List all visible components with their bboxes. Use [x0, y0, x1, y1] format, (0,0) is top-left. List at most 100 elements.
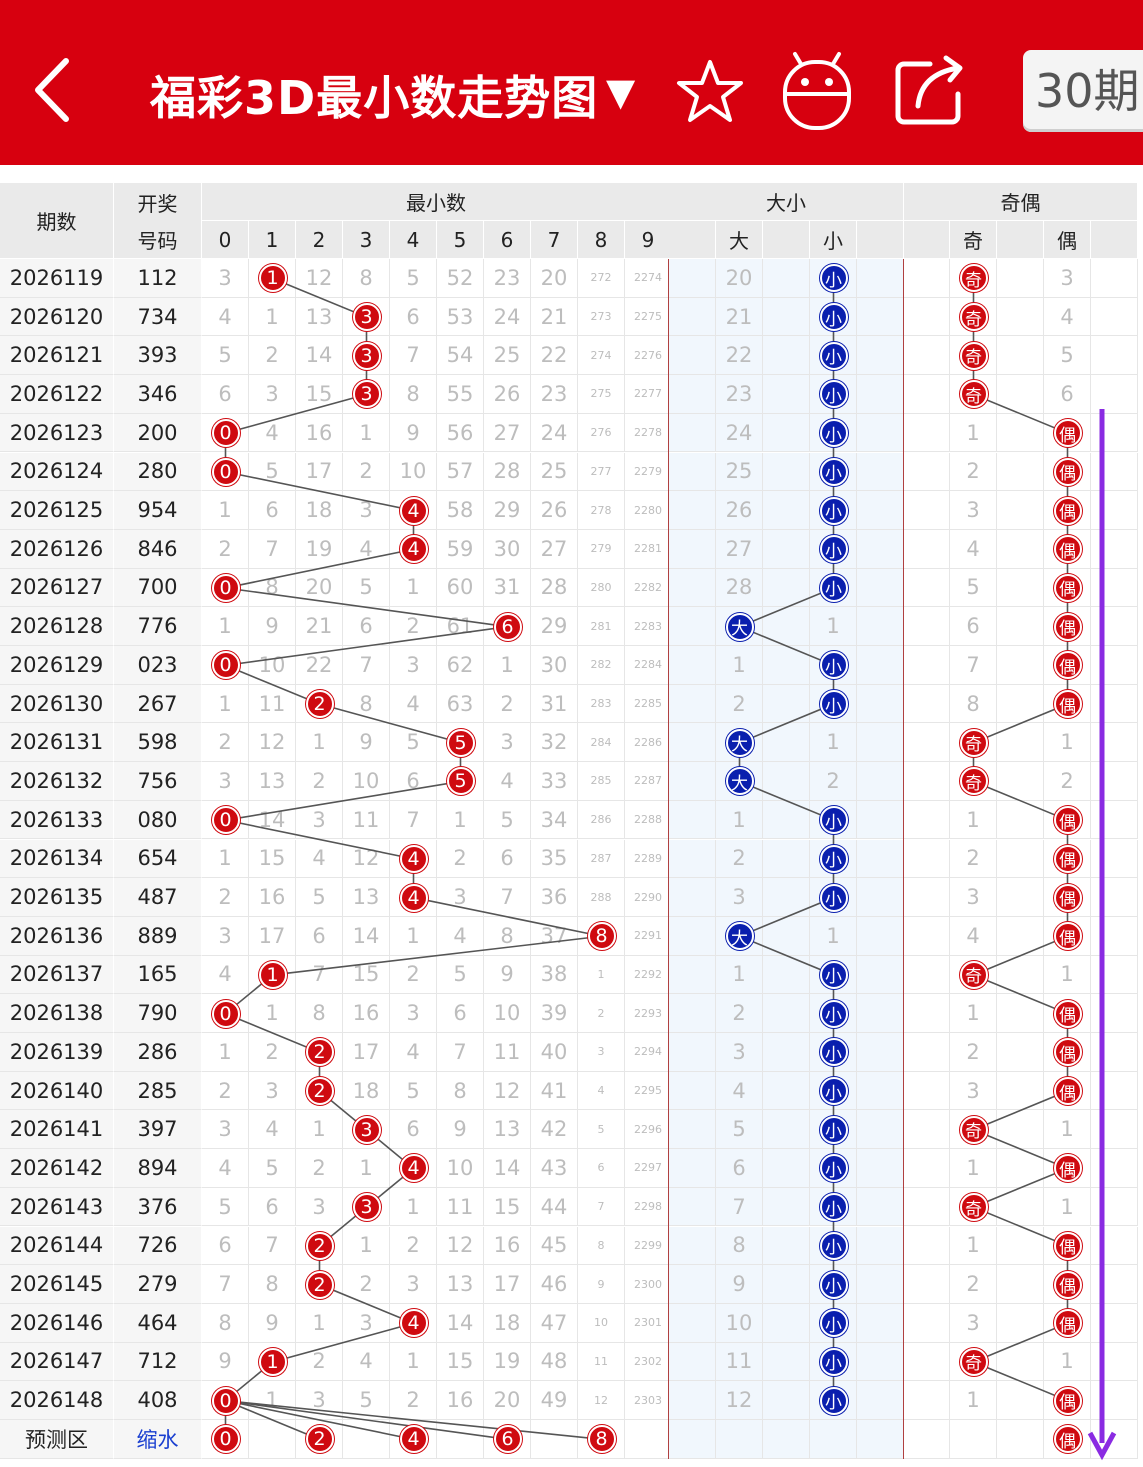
digit-cell: 28 — [484, 452, 531, 492]
predict-parity-cell[interactable] — [904, 1420, 950, 1459]
digit-cell: 28 — [531, 568, 578, 608]
digit-cell: 23 — [484, 259, 531, 298]
size-cell — [857, 452, 904, 492]
even-ball: 偶 — [1053, 806, 1082, 835]
digit-cell: 7 — [343, 646, 390, 685]
size-cell: 2 — [716, 684, 763, 724]
shrink-link[interactable]: 缩水 — [114, 1420, 202, 1459]
row-draw-number: 846 — [114, 529, 202, 569]
digit-cell: 3 — [390, 1265, 437, 1304]
size-cell — [857, 1342, 904, 1382]
small-ball: 小 — [819, 1154, 848, 1183]
digit-cell: 17 — [343, 1033, 390, 1072]
digit-cell: 2 — [390, 1226, 437, 1266]
size-cell — [669, 607, 716, 646]
predict-parity-cell[interactable] — [950, 1420, 997, 1459]
parity-cell — [904, 1303, 950, 1343]
android-robot-icon[interactable] — [777, 50, 857, 132]
predict-parity-cell[interactable] — [997, 1420, 1044, 1459]
predict-size-cell[interactable] — [857, 1420, 904, 1459]
digit-cell: 2 — [390, 607, 437, 646]
digit-cell: 10 — [249, 646, 296, 685]
digit-cell: 1 — [390, 1342, 437, 1382]
digit-cell: 37 — [531, 916, 578, 956]
digit-cell: 22 — [531, 336, 578, 376]
size-cell — [669, 1342, 716, 1382]
digit-cell: 15 — [437, 1342, 484, 1382]
back-arrow-icon[interactable] — [30, 55, 80, 125]
even-ball: 偶 — [1053, 573, 1082, 602]
min-digit-ball: 3 — [352, 1193, 381, 1222]
group-header-min: 最小数 — [202, 183, 671, 221]
predict-size-cell[interactable] — [716, 1420, 763, 1459]
parity-cell — [1091, 259, 1138, 298]
predict-digit-cell[interactable] — [343, 1420, 390, 1459]
parity-cell — [1091, 1226, 1138, 1266]
row-draw-number: 726 — [114, 1226, 202, 1266]
size-cell — [669, 297, 716, 337]
row-period: 2026140 — [0, 1071, 114, 1111]
digit-cell: 2292 — [625, 955, 672, 995]
predict-digit-cell[interactable] — [249, 1420, 296, 1459]
share-icon[interactable] — [890, 50, 970, 132]
digit-cell: 3 — [296, 1381, 343, 1420]
row-draw-number: 889 — [114, 916, 202, 956]
predict-digit-cell[interactable] — [531, 1420, 578, 1459]
predict-digit-cell[interactable] — [578, 1420, 625, 1459]
parity-cell — [997, 800, 1044, 840]
parity-cell — [904, 491, 950, 530]
digit-header-5: 5 — [437, 221, 484, 259]
dropdown-triangle-icon[interactable]: ▼ — [606, 70, 636, 114]
digit-cell: 2 — [249, 336, 296, 376]
parity-cell — [1091, 1071, 1138, 1111]
predict-size-cell[interactable] — [763, 1420, 810, 1459]
min-digit-ball: 0 — [211, 806, 240, 835]
digit-cell: 43 — [531, 1149, 578, 1188]
digit-cell: 7 — [202, 1265, 249, 1304]
predict-parity-cell[interactable] — [1091, 1420, 1138, 1459]
digit-cell: 276 — [578, 413, 625, 453]
digit-cell: 16 — [437, 1381, 484, 1420]
digit-header-9: 9 — [625, 221, 672, 259]
row-period: 2026144 — [0, 1226, 114, 1266]
digit-cell: 1 — [390, 568, 437, 608]
parity-cell — [997, 1226, 1044, 1266]
parity-cell — [1091, 607, 1138, 646]
digit-header-8: 8 — [578, 221, 625, 259]
digit-cell: 4 — [390, 684, 437, 724]
digit-cell: 11 — [437, 1187, 484, 1227]
digit-cell: 14 — [437, 1303, 484, 1343]
size-cell — [857, 1265, 904, 1304]
size-cell — [669, 646, 716, 685]
row-period: 2026145 — [0, 1265, 114, 1304]
size-cell — [857, 1149, 904, 1188]
size-cell: 4 — [716, 1071, 763, 1111]
parity-cell — [1091, 878, 1138, 917]
size-cell — [669, 723, 716, 763]
digit-cell: 13 — [437, 1265, 484, 1304]
digit-cell: 49 — [531, 1381, 578, 1420]
size-cell: 2 — [716, 839, 763, 879]
row-period: 2026130 — [0, 684, 114, 724]
digit-cell: 12 — [484, 1071, 531, 1111]
size-cell — [763, 1342, 810, 1382]
size-cell — [669, 684, 716, 724]
digit-cell: 1 — [343, 1226, 390, 1266]
parity-cell — [904, 297, 950, 337]
digit-cell: 14 — [343, 916, 390, 956]
predict-digit-cell[interactable] — [625, 1420, 672, 1459]
digit-cell: 2280 — [625, 491, 672, 530]
page-title[interactable]: 福彩3D最小数走势图 — [150, 71, 599, 125]
predict-size-cell[interactable] — [669, 1420, 716, 1459]
predict-size-cell[interactable] — [810, 1420, 857, 1459]
min-digit-ball: 5 — [446, 767, 475, 796]
size-cell — [763, 336, 810, 376]
parity-cell: 1 — [950, 800, 997, 840]
digit-cell: 2289 — [625, 839, 672, 879]
size-cell — [857, 916, 904, 956]
predict-digit-cell[interactable] — [437, 1420, 484, 1459]
star-icon[interactable] — [670, 50, 750, 132]
digit-cell: 2295 — [625, 1071, 672, 1111]
period-selector-button[interactable]: 30期 — [1023, 50, 1143, 132]
odd-ball: 奇 — [959, 767, 988, 796]
